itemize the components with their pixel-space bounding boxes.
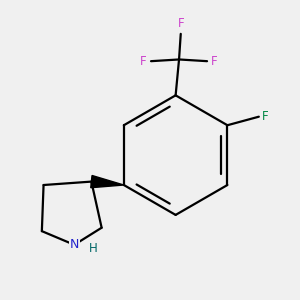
Text: F: F — [140, 55, 147, 68]
Text: F: F — [211, 55, 218, 68]
Polygon shape — [91, 176, 124, 188]
Text: N: N — [70, 238, 79, 251]
Text: F: F — [262, 110, 269, 123]
Text: F: F — [177, 17, 184, 30]
Text: H: H — [89, 242, 98, 255]
